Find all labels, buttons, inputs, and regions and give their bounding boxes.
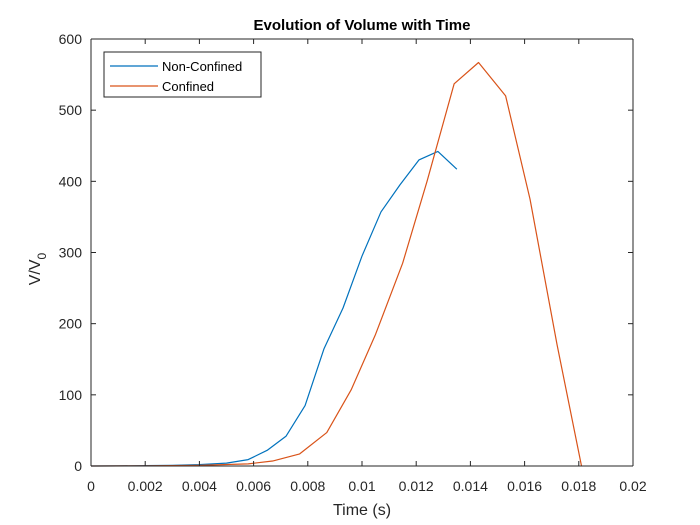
legend: Non-Confined Confined	[103, 51, 262, 98]
x-tick-label: 0.012	[399, 478, 434, 494]
series-line-confined	[90, 61, 583, 467]
x-tick-label: 0.008	[290, 478, 325, 494]
x-tick-label: 0.014	[453, 478, 488, 494]
x-axis-label: Time (s)	[333, 502, 391, 519]
x-tick-label: 0.016	[507, 478, 542, 494]
y-tick-label: 600	[59, 31, 83, 47]
x-tick-label: 0.01	[348, 478, 375, 494]
series-lines	[90, 61, 583, 467]
y-tick-label: 400	[59, 173, 83, 189]
chart-title: Evolution of Volume with Time	[254, 17, 471, 34]
x-tick-label: 0.018	[561, 478, 596, 494]
y-tick-label: 0	[74, 458, 82, 474]
plot-area	[91, 39, 633, 466]
y-tick-label: 300	[59, 245, 83, 261]
y-axis-label-subscript: 0	[35, 252, 49, 259]
x-tick-label: 0.006	[236, 478, 271, 494]
y-axis-label-main: V/V	[27, 259, 44, 285]
x-tick-label: 0.02	[619, 478, 646, 494]
y-axis-label: V/V0	[27, 252, 49, 285]
x-tick-label: 0	[87, 478, 95, 494]
x-axis-ticks: 0 0.002 0.004 0.006 0.008 0.01 0.012 0.014 0.016…	[87, 39, 647, 494]
legend-label-confined: Confined	[162, 79, 214, 94]
y-tick-label: 100	[59, 387, 83, 403]
legend-box	[103, 51, 262, 98]
legend-label-non-confined: Non-Confined	[162, 59, 242, 74]
y-tick-label: 200	[59, 316, 83, 332]
y-axis-ticks: 0 100 200 300 400 500 600	[59, 31, 633, 474]
x-tick-label: 0.004	[182, 478, 217, 494]
y-tick-label: 500	[59, 102, 83, 118]
x-tick-label: 0.002	[128, 478, 163, 494]
